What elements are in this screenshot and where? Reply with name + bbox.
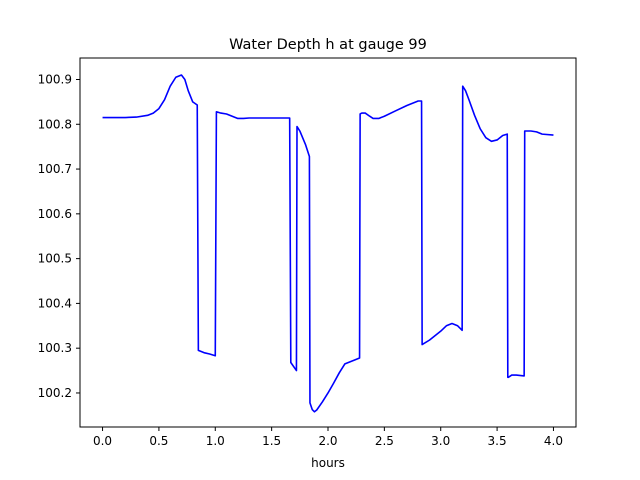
y-tick-label: 100.8 <box>38 117 72 131</box>
x-tick-label: 3.0 <box>431 434 450 448</box>
y-tick-label: 100.9 <box>38 72 72 86</box>
x-tick-label: 2.5 <box>375 434 394 448</box>
y-axis: 100.2 100.3 100.4 100.5 100.6 100.7 100.8 100.9 <box>38 72 80 400</box>
y-tick-label: 100.6 <box>38 207 72 221</box>
x-tick-label: 0.0 <box>93 434 112 448</box>
y-tick-label: 100.2 <box>38 386 72 400</box>
x-axis-label: hours <box>311 456 345 470</box>
y-tick-label: 100.4 <box>38 296 72 310</box>
x-tick-label: 0.5 <box>149 434 168 448</box>
y-tick-label: 100.3 <box>38 341 72 355</box>
x-tick-label: 4.0 <box>544 434 563 448</box>
series-line <box>102 74 554 413</box>
y-tick-label: 100.5 <box>38 252 72 266</box>
x-tick-label: 1.0 <box>206 434 225 448</box>
x-tick-label: 2.0 <box>318 434 337 448</box>
x-tick-label: 1.5 <box>262 434 281 448</box>
y-tick-label: 100.7 <box>38 162 72 176</box>
chart-title: Water Depth h at gauge 99 <box>229 37 427 53</box>
x-axis: 0.0 0.5 1.0 1.5 2.0 2.5 3.0 3.5 4.0 <box>93 427 563 448</box>
x-tick-label: 3.5 <box>488 434 507 448</box>
